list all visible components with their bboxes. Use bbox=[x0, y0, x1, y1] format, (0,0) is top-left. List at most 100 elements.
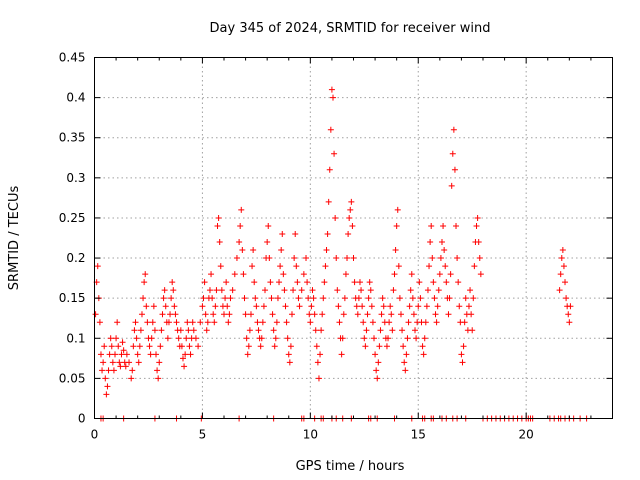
data-point bbox=[348, 198, 355, 205]
data-point bbox=[122, 363, 129, 370]
y-tick-label: 0.1 bbox=[66, 331, 85, 345]
data-point bbox=[276, 279, 283, 286]
data-point bbox=[179, 355, 186, 362]
y-tick-label: 0.15 bbox=[59, 291, 86, 305]
data-point bbox=[243, 335, 250, 342]
data-point bbox=[97, 351, 104, 358]
data-point bbox=[380, 303, 387, 310]
data-point bbox=[374, 375, 381, 382]
data-point bbox=[449, 150, 456, 157]
data-point bbox=[557, 271, 564, 278]
data-point bbox=[113, 335, 120, 342]
data-point bbox=[327, 126, 334, 133]
data-point bbox=[158, 327, 165, 334]
data-point bbox=[164, 335, 171, 342]
data-point bbox=[408, 271, 415, 278]
data-point bbox=[272, 335, 279, 342]
data-point bbox=[399, 327, 406, 334]
data-point bbox=[298, 287, 305, 294]
data-point bbox=[118, 351, 125, 358]
data-point bbox=[259, 319, 266, 326]
data-point bbox=[342, 271, 349, 278]
data-point bbox=[287, 343, 294, 350]
data-point bbox=[217, 263, 224, 270]
data-point bbox=[427, 239, 434, 246]
data-point bbox=[433, 319, 440, 326]
data-point bbox=[94, 263, 101, 270]
data-point bbox=[375, 359, 382, 366]
y-tick-label: 0.05 bbox=[59, 371, 86, 385]
data-point bbox=[195, 343, 202, 350]
y-tick-label: 0.25 bbox=[59, 211, 86, 225]
data-point bbox=[317, 351, 324, 358]
data-point bbox=[559, 247, 566, 254]
data-point bbox=[135, 359, 142, 366]
data-point bbox=[344, 255, 351, 262]
data-point bbox=[567, 303, 574, 310]
data-point bbox=[239, 247, 246, 254]
data-point bbox=[413, 335, 420, 342]
data-point bbox=[562, 279, 569, 286]
x-tick-label: 20 bbox=[519, 428, 534, 442]
data-point bbox=[167, 311, 174, 318]
data-point bbox=[329, 94, 336, 101]
data-point bbox=[245, 343, 252, 350]
data-point bbox=[394, 206, 401, 213]
axis-ticks bbox=[94, 57, 613, 419]
data-point bbox=[326, 166, 333, 173]
x-axis-label: GPS time / hours bbox=[296, 459, 405, 474]
data-point bbox=[131, 327, 138, 334]
plot-frame bbox=[94, 57, 613, 419]
data-point bbox=[274, 295, 281, 302]
data-point bbox=[474, 214, 481, 221]
data-point bbox=[318, 327, 325, 334]
data-point bbox=[244, 351, 251, 358]
data-point bbox=[390, 287, 397, 294]
data-point bbox=[128, 375, 135, 382]
data-point bbox=[440, 222, 447, 229]
data-point bbox=[119, 339, 126, 346]
data-point bbox=[372, 351, 379, 358]
data-point bbox=[453, 222, 460, 229]
data-point bbox=[213, 287, 220, 294]
data-point bbox=[203, 327, 210, 334]
data-point bbox=[328, 86, 335, 93]
x-tick-label: 5 bbox=[199, 428, 207, 442]
data-point bbox=[566, 319, 573, 326]
data-point bbox=[300, 271, 307, 278]
data-point bbox=[367, 287, 374, 294]
data-point bbox=[445, 311, 452, 318]
grid bbox=[94, 57, 613, 419]
data-point bbox=[424, 287, 431, 294]
data-point bbox=[254, 319, 261, 326]
data-point bbox=[426, 263, 433, 270]
data-point bbox=[137, 327, 144, 334]
data-point bbox=[136, 343, 143, 350]
data-point bbox=[291, 255, 298, 262]
data-point bbox=[226, 311, 233, 318]
data-point bbox=[182, 351, 189, 358]
data-point bbox=[206, 287, 213, 294]
data-point bbox=[325, 198, 332, 205]
data-point bbox=[292, 230, 299, 237]
data-point bbox=[227, 295, 234, 302]
data-point bbox=[296, 303, 303, 310]
data-point bbox=[169, 279, 176, 286]
data-point bbox=[141, 279, 148, 286]
data-point bbox=[283, 319, 290, 326]
data-point bbox=[258, 335, 265, 342]
data-point bbox=[293, 263, 300, 270]
data-point bbox=[223, 279, 230, 286]
data-point bbox=[181, 363, 188, 370]
data-point bbox=[157, 343, 164, 350]
data-point bbox=[211, 319, 218, 326]
y-axis-label: SRMTID / TECUs bbox=[7, 186, 22, 291]
data-point bbox=[175, 335, 182, 342]
data-point bbox=[197, 319, 204, 326]
data-point bbox=[368, 303, 375, 310]
data-point bbox=[130, 343, 137, 350]
data-point bbox=[132, 319, 139, 326]
data-point bbox=[371, 335, 378, 342]
